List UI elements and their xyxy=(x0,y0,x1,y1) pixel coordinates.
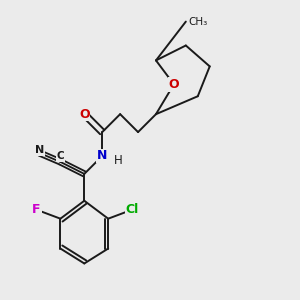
Text: O: O xyxy=(169,78,179,91)
Text: CH₃: CH₃ xyxy=(189,16,208,27)
Text: O: O xyxy=(79,108,90,121)
Text: F: F xyxy=(32,203,41,216)
Text: C: C xyxy=(57,151,64,161)
Text: N: N xyxy=(97,149,107,163)
Text: H: H xyxy=(114,154,123,167)
Text: N: N xyxy=(35,145,44,155)
Text: Cl: Cl xyxy=(125,203,139,216)
